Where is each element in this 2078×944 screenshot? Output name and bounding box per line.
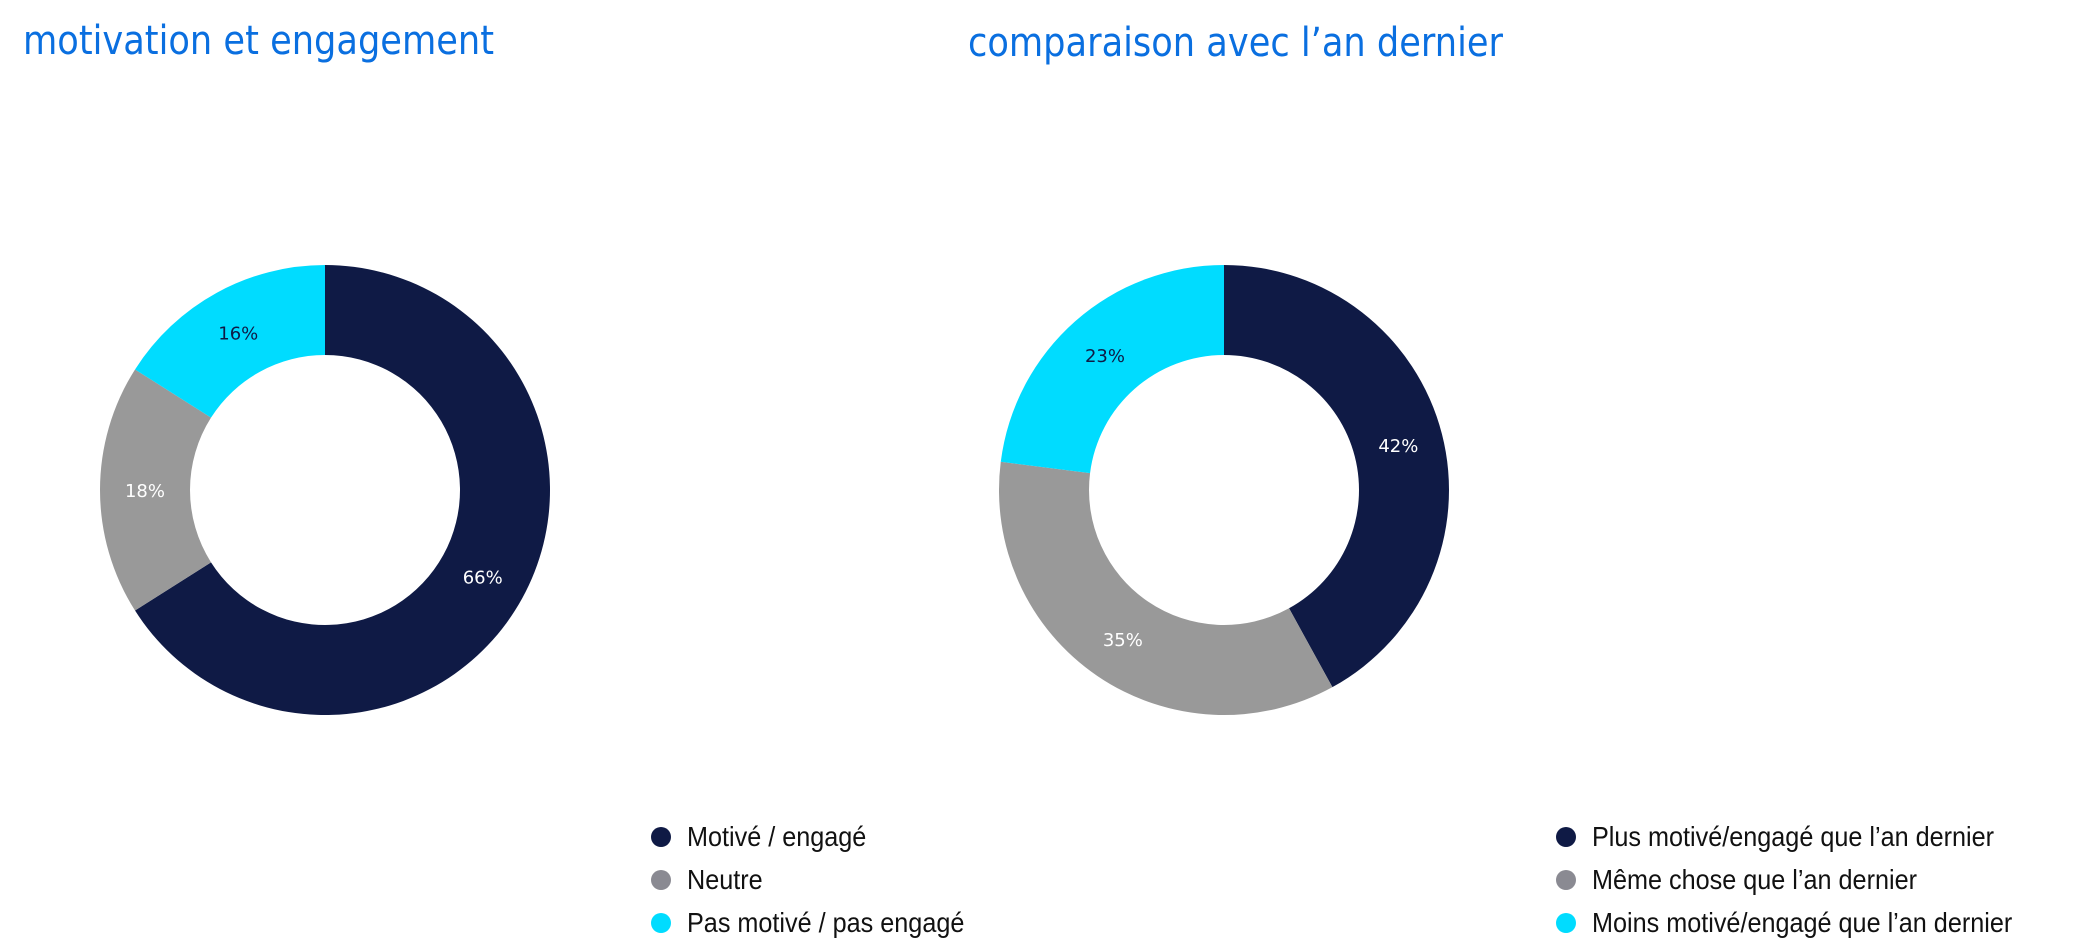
donut-slice — [135, 265, 550, 715]
legend-comparison: Plus motivé/engagé que l’an dernier Même… — [1556, 815, 2059, 944]
legend-item: Motivé / engagé — [651, 815, 995, 858]
donut-slice — [135, 265, 325, 418]
data-label: 18% — [125, 481, 165, 502]
legend-swatch — [1556, 826, 1576, 847]
data-label: 66% — [463, 568, 503, 589]
legend-swatch — [1556, 912, 1576, 933]
legend-label: Moins motivé/engagé que l’an dernier — [1592, 906, 2013, 938]
chart-title-comparison: comparaison avec l’an dernier — [968, 20, 1503, 66]
legend-item: Même chose que l’an dernier — [1556, 858, 2059, 901]
data-label: 35% — [1103, 630, 1143, 651]
legend-item: Neutre — [651, 858, 995, 901]
legend-item: Plus motivé/engagé que l’an dernier — [1556, 815, 2059, 858]
legend-item: Moins motivé/engagé que l’an dernier — [1556, 901, 2059, 944]
legend-label: Plus motivé/engagé que l’an dernier — [1592, 820, 1995, 852]
chart-title-motivation: motivation et engagement — [23, 18, 495, 64]
legend-swatch — [1556, 869, 1576, 890]
legend-swatch — [651, 869, 671, 890]
legend-label: Neutre — [687, 863, 763, 895]
legend-swatch — [651, 826, 671, 847]
legend-item: Pas motivé / pas engagé — [651, 901, 995, 944]
data-label: 16% — [218, 323, 258, 344]
donut-slice — [1000, 265, 1224, 474]
legend-swatch — [651, 912, 671, 933]
legend-label: Motivé / engagé — [687, 820, 867, 852]
data-label: 42% — [1378, 436, 1418, 457]
data-label: 23% — [1085, 346, 1125, 367]
donut-slice — [998, 461, 1333, 715]
donut-slice — [1224, 265, 1449, 688]
legend-label: Même chose que l’an dernier — [1592, 863, 1917, 895]
legend-motivation: Motivé / engagé Neutre Pas motivé / pas … — [651, 815, 995, 944]
donut-slice — [99, 369, 212, 611]
legend-label: Pas motivé / pas engagé — [687, 906, 965, 938]
donut-charts: 66% 18% 16% 42% 35% 23% — [99, 265, 1449, 715]
